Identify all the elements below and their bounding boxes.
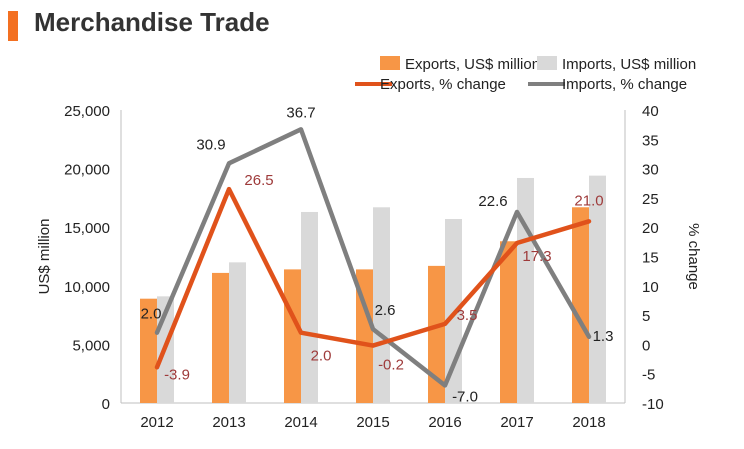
y2-tick-label: 15 xyxy=(642,250,659,267)
legend-imports-bar-label: Imports, US$ million xyxy=(562,56,696,73)
y2-tick-label: 35 xyxy=(642,132,659,149)
exports-bar xyxy=(356,269,373,403)
exports-bar xyxy=(428,265,445,403)
legend-exports-bar-swatch xyxy=(380,56,400,70)
x-tick-label: 2012 xyxy=(140,414,173,431)
exports-bar xyxy=(284,269,301,403)
exports-change-label: -3.9 xyxy=(164,366,190,383)
imports-change-label: 2.6 xyxy=(375,302,396,319)
exports-bar xyxy=(500,241,517,403)
y2-tick-label: 5 xyxy=(642,308,650,325)
y2-axis-title: % change xyxy=(685,223,702,290)
imports-change-label: 36.7 xyxy=(286,104,315,121)
y2-tick-label: 10 xyxy=(642,279,659,296)
y-tick-label: 0 xyxy=(102,396,110,413)
imports-change-label: 30.9 xyxy=(196,136,225,153)
page-title: Merchandise Trade xyxy=(34,7,270,37)
legend-imports-bar-swatch xyxy=(537,56,557,70)
y2-tick-label: 20 xyxy=(642,220,659,237)
exports-bar xyxy=(140,298,157,403)
y-tick-label: 5,000 xyxy=(72,337,110,354)
y2-tick-label: 25 xyxy=(642,191,659,208)
y-tick-label: 20,000 xyxy=(64,162,110,179)
exports-bar xyxy=(212,272,229,403)
x-tick-label: 2015 xyxy=(356,414,389,431)
imports-change-label: 1.3 xyxy=(593,328,614,345)
imports-bar xyxy=(517,177,534,403)
y2-tick-label: 0 xyxy=(642,337,650,354)
exports-change-label: 21.0 xyxy=(574,192,603,209)
imports-bar xyxy=(229,262,246,403)
exports-bar xyxy=(572,207,589,403)
imports-change-label: -7.0 xyxy=(452,388,478,405)
legend-exports-bar-label: Exports, US$ million xyxy=(405,56,540,73)
y2-tick-label: -5 xyxy=(642,367,655,384)
x-tick-label: 2013 xyxy=(212,414,245,431)
legend-exports-line-label: Exports, % change xyxy=(380,76,506,93)
y2-tick-label: 30 xyxy=(642,162,659,179)
imports-bar xyxy=(373,207,390,403)
exports-change-label: 26.5 xyxy=(244,172,273,189)
x-tick-label: 2017 xyxy=(500,414,533,431)
y-tick-label: 25,000 xyxy=(64,103,110,120)
imports-change-label: 2.0 xyxy=(141,306,162,323)
y-tick-label: 15,000 xyxy=(64,220,110,237)
imports-change-label: 22.6 xyxy=(478,193,507,210)
y2-tick-label: -10 xyxy=(642,396,664,413)
imports-change-line xyxy=(154,127,592,388)
x-tick-label: 2016 xyxy=(428,414,461,431)
title-accent-bar xyxy=(8,11,18,41)
x-tick-label: 2018 xyxy=(572,414,605,431)
exports-change-line xyxy=(154,186,592,370)
imports-bar xyxy=(589,175,606,403)
y-axis-title: US$ million xyxy=(36,219,53,295)
legend-imports-line-label: Imports, % change xyxy=(562,76,687,93)
y-tick-label: 10,000 xyxy=(64,279,110,296)
y2-tick-label: 40 xyxy=(642,103,659,120)
imports-bar xyxy=(301,211,318,403)
exports-change-label: 2.0 xyxy=(311,348,332,365)
exports-change-label: 3.5 xyxy=(457,307,478,324)
exports-change-label: -0.2 xyxy=(378,357,404,374)
x-tick-label: 2014 xyxy=(284,414,317,431)
exports-change-label: 17.3 xyxy=(522,248,551,265)
